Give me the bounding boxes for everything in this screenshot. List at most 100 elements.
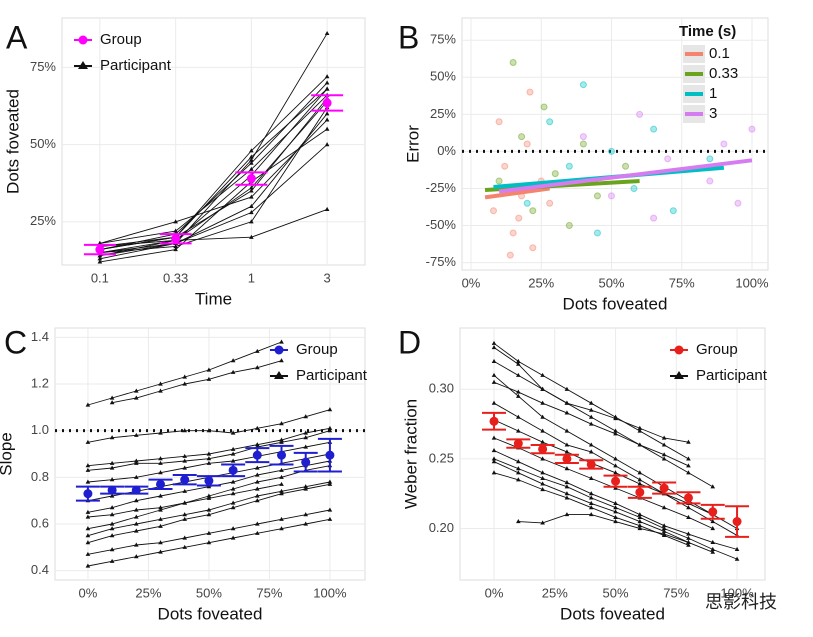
- participant-point: [637, 523, 643, 528]
- group-point: [156, 479, 166, 489]
- x-tick-label: 50%: [598, 275, 624, 290]
- y-tick-label: 0.25: [429, 450, 454, 465]
- participant-point: [109, 558, 115, 563]
- legend-label: Participant: [296, 367, 368, 384]
- participant-point: [637, 425, 643, 430]
- participant-point: [686, 439, 691, 444]
- participant-point: [613, 428, 618, 433]
- participant-point: [516, 372, 521, 377]
- x-tick-label: 100%: [313, 585, 347, 600]
- participant-point: [230, 500, 236, 505]
- scatter-point: [636, 110, 644, 118]
- panel: 0% 25% 50% 75% 100% -75% -50% -25% 0% 25% 50% 75% B D…: [398, 17, 769, 313]
- group-point: [228, 465, 238, 475]
- participant-point: [182, 458, 188, 463]
- x-tick-label: 25%: [135, 585, 161, 600]
- legend-marker: [674, 371, 684, 379]
- participant-point: [279, 467, 284, 472]
- group-point: [562, 454, 572, 464]
- group-point: [171, 234, 181, 244]
- panel-label: C: [4, 324, 27, 360]
- participant-point: [303, 430, 309, 435]
- legend-label: 0.1: [709, 45, 730, 62]
- participant-point: [564, 491, 570, 496]
- participant-point: [540, 428, 545, 433]
- participant-point: [158, 470, 163, 475]
- participant-point: [230, 451, 236, 456]
- participant-point: [206, 367, 212, 372]
- participant-point: [588, 421, 594, 426]
- panel-label: B: [398, 19, 419, 55]
- participant-point: [564, 449, 570, 454]
- participant-point: [516, 428, 521, 433]
- scatter-point: [579, 133, 587, 141]
- scatter-point: [515, 214, 523, 222]
- participant-point: [661, 528, 667, 533]
- participant-point: [491, 448, 497, 453]
- legend-marker: [274, 345, 284, 355]
- participant-point: [255, 486, 260, 491]
- y-axis-label: Error: [403, 125, 422, 163]
- participant-point: [182, 381, 188, 386]
- participant-point: [613, 509, 618, 514]
- participant-point: [206, 460, 212, 465]
- y-tick-label: -25%: [426, 180, 457, 195]
- scatter-point: [529, 207, 537, 215]
- participant-point: [637, 428, 643, 433]
- group-point: [586, 459, 596, 469]
- scatter-point: [565, 162, 573, 170]
- participant-point: [85, 467, 91, 472]
- group-point: [513, 439, 523, 449]
- panel: 0.1 0.33 1 3 25% 50% 75%A Time Dots foveated Grou…: [3, 17, 366, 308]
- participant-point: [661, 442, 667, 447]
- participant-point: [686, 531, 691, 536]
- participant-point: [173, 219, 178, 224]
- participant-point: [588, 491, 594, 496]
- participant-point: [279, 488, 284, 493]
- participant-point: [109, 521, 115, 526]
- group-point: [538, 444, 548, 454]
- participant-point: [540, 481, 545, 486]
- participant-point: [540, 520, 545, 525]
- participant-point: [255, 465, 260, 470]
- participant-point: [134, 432, 139, 437]
- participant-point: [588, 400, 594, 405]
- x-tick-label: 75%: [663, 585, 689, 600]
- participant-point: [540, 470, 545, 475]
- participant-point: [516, 470, 521, 475]
- legend-label: 1: [709, 85, 717, 102]
- participant-point: [158, 456, 163, 461]
- participant-point: [516, 361, 521, 366]
- participant-point: [230, 486, 236, 491]
- participant-point: [686, 542, 691, 547]
- participant-point: [588, 505, 594, 510]
- participant-point: [564, 428, 570, 433]
- participant-point: [249, 188, 254, 193]
- legend-marker: [78, 35, 88, 45]
- participant-point: [324, 74, 330, 79]
- group-point: [489, 416, 499, 426]
- participant-point: [182, 535, 188, 540]
- participant-point: [279, 439, 284, 444]
- participant-point: [303, 435, 309, 440]
- scatter-point: [748, 125, 756, 133]
- scatter-point: [650, 214, 658, 222]
- participant-point: [85, 439, 91, 444]
- participant-point: [182, 488, 188, 493]
- scatter-point: [495, 177, 503, 185]
- participant-point: [324, 80, 330, 85]
- participant-point: [206, 512, 212, 517]
- participant-point: [173, 243, 178, 249]
- participant-point: [327, 507, 333, 512]
- legend-title: Time (s): [679, 23, 736, 40]
- scatter-point: [622, 162, 630, 170]
- participant-point: [249, 148, 254, 153]
- participant-point: [613, 514, 618, 519]
- participant-point: [182, 544, 188, 549]
- panel-label: D: [398, 324, 421, 360]
- participant-point: [613, 415, 618, 421]
- participant-point: [661, 456, 667, 461]
- participant-point: [491, 470, 497, 475]
- group-point: [301, 457, 311, 467]
- participant-point: [97, 253, 103, 258]
